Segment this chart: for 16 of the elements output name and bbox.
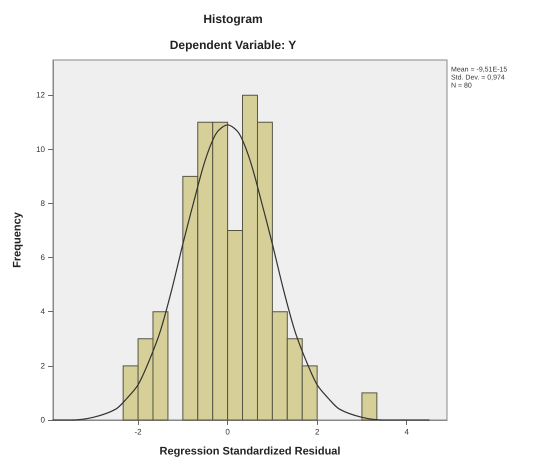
x-tick-label: -2 <box>134 428 142 436</box>
y-tick-label: 10 <box>36 144 46 154</box>
y-tick-label: 2 <box>40 361 46 370</box>
x-tick-label: 0 <box>225 428 230 436</box>
y-tick-label: 12 <box>36 90 46 100</box>
y-axis-title: Frequency <box>12 211 24 268</box>
x-tick-label: 2 <box>314 428 320 436</box>
x-tick-label: 4 <box>404 428 410 436</box>
y-tick-label: 0 <box>40 416 46 424</box>
x-axis-title: Regression Standardized Residual <box>160 446 340 458</box>
y-tick-label: 6 <box>40 253 46 262</box>
chart-subtitle: Dependent Variable: Y <box>170 38 296 52</box>
chart-title: Histogram <box>203 12 263 26</box>
line-series <box>52 124 430 421</box>
y-tick-label: 4 <box>40 307 46 316</box>
y-tick-label: 8 <box>40 198 46 208</box>
